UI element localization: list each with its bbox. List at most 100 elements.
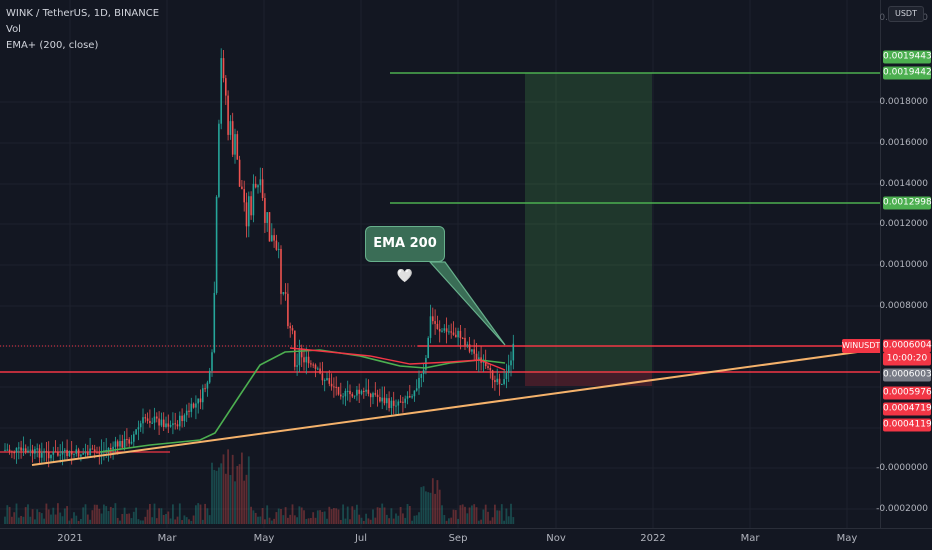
candle-body [291, 328, 294, 331]
currency-button[interactable]: USDT [888, 6, 924, 22]
candle-body [406, 396, 409, 399]
stop-price-label: 0.0005976 [883, 386, 932, 400]
candle-body [353, 395, 356, 397]
long-position-box[interactable] [525, 73, 652, 386]
candle-body [427, 337, 429, 358]
volume-bar [314, 517, 317, 524]
candle-body [156, 416, 158, 419]
candle-body [218, 123, 220, 197]
volume-bar [427, 492, 430, 524]
volume-bar [316, 510, 319, 524]
candle-body [282, 292, 285, 294]
volume-bar [289, 514, 292, 524]
trendline[interactable] [31, 349, 873, 466]
ema-200-line [99, 349, 506, 453]
ema-indicator-label[interactable]: EMA+ (200, close) [6, 40, 99, 51]
candle-body [160, 419, 163, 426]
price-tick: 0.0014000 [879, 179, 928, 189]
volume-bar [457, 518, 459, 524]
candle-body [197, 398, 199, 404]
candle-body [443, 328, 446, 331]
candle-body [365, 389, 367, 392]
volume-bar [293, 515, 296, 524]
candle-body [59, 454, 61, 456]
volume-bar [234, 481, 236, 524]
volume-bar [342, 504, 344, 524]
candle-body [18, 447, 20, 449]
price-chart[interactable] [0, 0, 880, 528]
volume-bar [116, 517, 119, 524]
volume-indicator-label[interactable]: Vol [6, 24, 21, 35]
volume-bar [208, 515, 211, 524]
volume-bar [298, 506, 301, 524]
candle-body [29, 449, 32, 451]
volume-bar [132, 511, 135, 524]
candle-body [54, 451, 57, 453]
candle-body [165, 423, 167, 427]
candle-body [153, 416, 156, 423]
volume-bar [491, 517, 494, 524]
candle-body [24, 448, 27, 453]
volume-bar [172, 504, 174, 524]
candle-body [342, 396, 344, 398]
candle-body [162, 419, 165, 427]
volume-bar [310, 518, 312, 524]
volume-bar [369, 519, 372, 524]
volume-bar [404, 517, 407, 524]
candle-body [66, 449, 68, 457]
volume-bar [254, 512, 257, 524]
volume-bar [93, 504, 96, 524]
candle-body [241, 186, 243, 190]
candle-body [473, 349, 475, 354]
candle-body [491, 370, 494, 381]
candle-body [330, 383, 333, 387]
volume-bar [245, 474, 248, 524]
candle-body [11, 451, 13, 453]
volume-bar [461, 504, 464, 524]
volume-bar [89, 519, 91, 524]
candle-body [126, 438, 128, 440]
volume-bar [464, 506, 466, 524]
candle-body [27, 450, 29, 453]
volume-bar [119, 520, 121, 524]
volume-bar [247, 456, 250, 524]
countdown-label: 10:00:20 [883, 352, 931, 366]
horizontal-lines[interactable] [0, 72, 880, 453]
candle-body [4, 449, 6, 451]
volume-bar [390, 508, 393, 524]
candle-body [50, 454, 52, 459]
volume-bar [434, 493, 436, 524]
candle-body [464, 337, 466, 346]
volume-bar [362, 520, 365, 524]
volume-bar [303, 510, 305, 524]
candle-body [146, 418, 149, 421]
volume-bar [52, 507, 55, 524]
candle-body [116, 441, 119, 447]
volume-bar [484, 504, 487, 524]
volume-bar [489, 520, 492, 524]
symbol-title[interactable]: WINK / TetherUS, 1D, BINANCE [6, 8, 160, 19]
candle-body [264, 198, 266, 223]
volume-bar [402, 513, 404, 524]
candle-body [448, 331, 450, 333]
volume-bar [82, 507, 85, 524]
candle-body [307, 356, 310, 364]
candle-body [409, 396, 411, 398]
volume-bar [413, 515, 416, 524]
volume-bar [47, 509, 50, 524]
time-axis[interactable]: 2021 Mar May Jul Sep Nov 2022 Mar May [0, 528, 932, 550]
volume-bar [360, 517, 363, 524]
candle-body [96, 451, 98, 453]
ema-200-callout[interactable]: EMA 200 🤍 [365, 226, 445, 284]
volume-bar [201, 519, 204, 524]
price-axis[interactable]: 0.0022000 0.0018000 0.0016000 0.0014000 … [876, 0, 932, 528]
volume-bar [252, 510, 255, 524]
candle-body [273, 235, 275, 241]
candle-body [383, 397, 386, 404]
volume-bar [367, 518, 370, 524]
volume-bar [436, 480, 439, 524]
candle-body [471, 349, 473, 352]
chart-area[interactable]: WINK / TetherUS, 1D, BINANCE Vol EMA+ (2… [0, 0, 880, 528]
volume-bar [450, 517, 453, 524]
candle-body [487, 366, 489, 369]
